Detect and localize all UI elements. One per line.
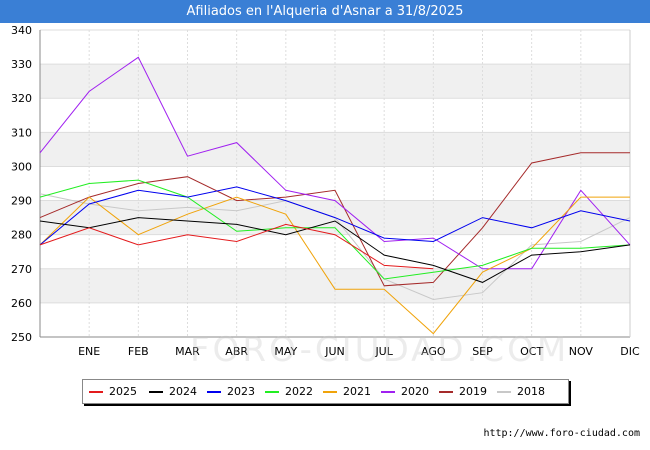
y-tick-label: 260 — [11, 297, 32, 310]
legend-swatch — [497, 391, 511, 393]
legend-swatch — [265, 391, 279, 393]
x-tick-label: ENE — [78, 345, 100, 358]
legend-swatch — [381, 391, 395, 393]
x-tick-label: NOV — [569, 345, 594, 358]
y-tick-label: 320 — [11, 92, 32, 105]
plot-band — [40, 64, 630, 99]
y-tick-label: 340 — [11, 24, 32, 37]
legend: 2025 2024 2023 2022 2021 2020 2019 2018 — [82, 379, 569, 404]
x-tick-label: OCT — [520, 345, 543, 358]
x-tick-label: FEB — [128, 345, 149, 358]
y-tick-label: 270 — [11, 263, 32, 276]
y-tick-label: 310 — [11, 126, 32, 139]
legend-swatch — [439, 391, 453, 393]
series-line-2022 — [39, 179, 631, 280]
x-tick-label: MAY — [274, 345, 297, 358]
series-line-2023 — [39, 186, 631, 246]
legend-item-2018: 2018 — [497, 380, 545, 403]
y-tick-label: 280 — [11, 229, 32, 242]
plot-band — [40, 268, 630, 303]
axes — [39, 30, 631, 338]
series-line-2024 — [39, 217, 631, 283]
x-tick-label: JUN — [324, 345, 345, 358]
legend-swatch — [207, 391, 221, 393]
x-tick-label: JUL — [374, 345, 393, 358]
legend-label: 2022 — [285, 385, 313, 398]
y-tick-label: 290 — [11, 195, 32, 208]
x-tick-label: AGO — [421, 345, 446, 358]
legend-item-2023: 2023 — [207, 380, 255, 403]
legend-label: 2019 — [459, 385, 487, 398]
legend-label: 2018 — [517, 385, 545, 398]
y-tick-labels: 250 260 270 280 290 300 310 320 330 340 — [11, 24, 32, 344]
y-tick-label: 250 — [11, 331, 32, 344]
y-tick-label: 330 — [11, 58, 32, 71]
series-line-2020 — [39, 56, 631, 270]
series-line-2025 — [39, 223, 434, 270]
x-tick-label: SEP — [472, 345, 493, 358]
legend-label: 2020 — [401, 385, 429, 398]
x-tick-label: ABR — [225, 345, 248, 358]
chart-title: Afiliados en l'Alqueria d'Asnar a 31/8/2… — [186, 4, 464, 19]
legend-swatch — [149, 391, 163, 393]
watermark: FORO-CIUDAD.COM — [190, 330, 570, 370]
legend-label: 2023 — [227, 385, 255, 398]
y-tick-label: 300 — [11, 160, 32, 173]
legend-label: 2021 — [343, 385, 371, 398]
footer-url: http://www.foro-ciudad.com — [483, 428, 640, 439]
legend-swatch — [323, 391, 337, 393]
x-tick-labels: ENE FEB MAR ABR MAY JUN JUL AGO SEP OCT NOV DIC — [78, 345, 640, 358]
legend-item-2021: 2021 — [323, 380, 371, 403]
legend-item-2019: 2019 — [439, 380, 487, 403]
legend-label: 2024 — [169, 385, 197, 398]
legend-item-2025: 2025 — [89, 380, 137, 403]
legend-item-2022: 2022 — [265, 380, 313, 403]
legend-item-2020: 2020 — [381, 380, 429, 403]
x-tick-label: DIC — [620, 345, 640, 358]
legend-item-2024: 2024 — [149, 380, 197, 403]
legend-label: 2025 — [109, 385, 137, 398]
legend-swatch — [89, 391, 103, 393]
title-bar — [0, 0, 650, 23]
series-lines — [39, 56, 631, 335]
x-tick-label: MAR — [175, 345, 200, 358]
series-line-2019 — [39, 152, 630, 287]
